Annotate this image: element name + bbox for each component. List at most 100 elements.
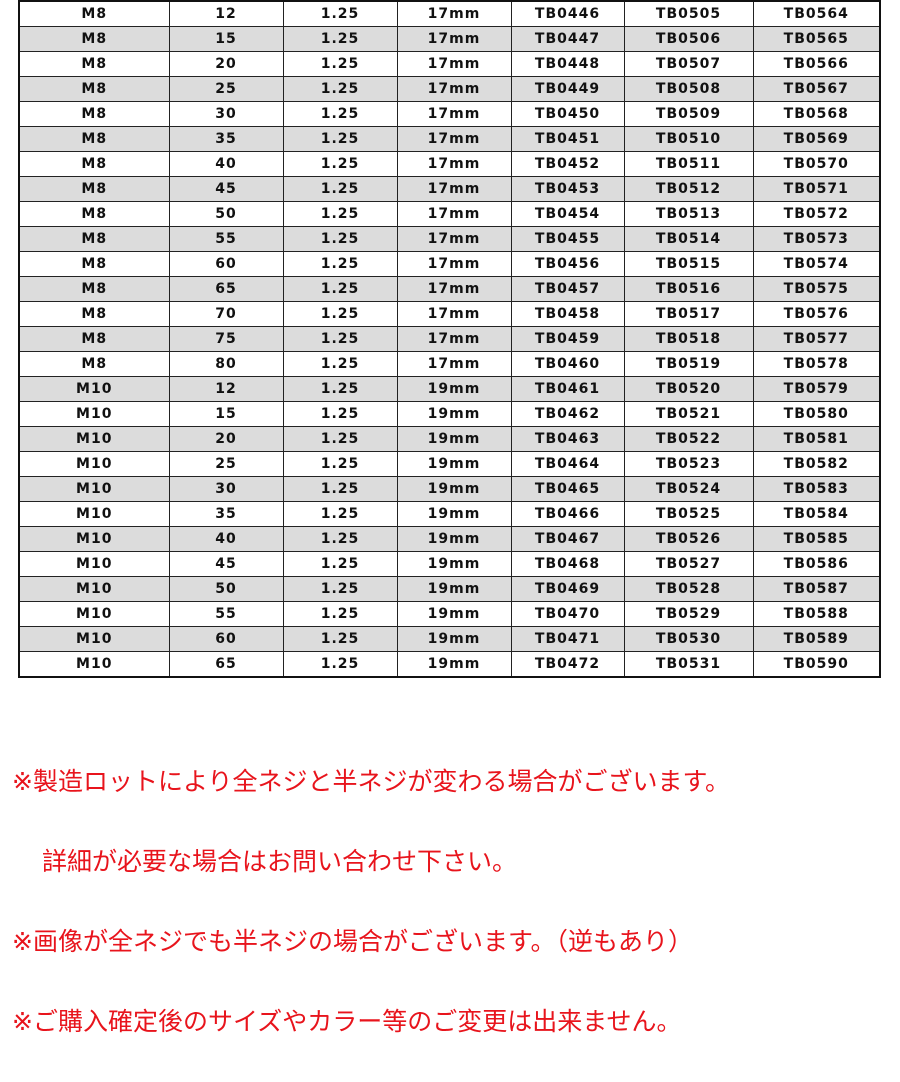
table-cell: M8 [18,176,170,202]
table-cell: TB0577 [752,326,881,352]
table-cell: M10 [18,451,170,477]
table-cell: 19mm [396,476,512,502]
table-cell: TB0575 [752,276,881,302]
table-cell: TB0569 [752,126,881,152]
table-cell: 17mm [396,76,512,102]
table-cell: TB0451 [510,126,625,152]
table-cell: TB0459 [510,326,625,352]
table-row: M10 40 1.25 19mm TB0467 TB0526 TB0585 [18,526,881,552]
table-cell: TB0511 [623,151,754,177]
table-cell: 17mm [396,276,512,302]
table-cell: TB0509 [623,101,754,127]
table-cell: TB0466 [510,501,625,527]
table-cell: 1.25 [282,451,398,477]
table-cell: 19mm [396,426,512,452]
table-cell: TB0585 [752,526,881,552]
table-cell: TB0584 [752,501,881,527]
table-cell: TB0513 [623,201,754,227]
table-cell: TB0524 [623,476,754,502]
table-cell: TB0528 [623,576,754,602]
table-cell: M8 [18,51,170,77]
table-cell: TB0529 [623,601,754,627]
table-cell: TB0586 [752,551,881,577]
table-cell: TB0514 [623,226,754,252]
table-cell: M8 [18,26,170,52]
table-cell: 19mm [396,526,512,552]
table-cell: TB0573 [752,226,881,252]
table-cell: M10 [18,376,170,402]
table-cell: M10 [18,476,170,502]
table-cell: 1.25 [282,626,398,652]
table-cell: 17mm [396,51,512,77]
table-cell: 20 [168,426,284,452]
table-cell: TB0564 [752,0,881,27]
table-cell: 80 [168,351,284,377]
table-cell: M8 [18,226,170,252]
note-no-change: ※ご購入確定後のサイズやカラー等のご変更は出来ません。 [12,1007,682,1036]
table-cell: 1.25 [282,51,398,77]
table-cell: TB0530 [623,626,754,652]
table-row: M10 15 1.25 19mm TB0462 TB0521 TB0580 [18,401,881,427]
table-cell: 1.25 [282,376,398,402]
table-cell: TB0472 [510,651,625,678]
table-cell: TB0471 [510,626,625,652]
table-cell: TB0463 [510,426,625,452]
table-cell: TB0572 [752,201,881,227]
table-cell: M8 [18,101,170,127]
table-cell: M10 [18,526,170,552]
size-table: M8 12 1.25 17mm TB0446 TB0505 TB0564 M8 15 1.25 17… [18,0,881,678]
table-cell: M10 [18,501,170,527]
table-cell: 19mm [396,451,512,477]
table-cell: 1.25 [282,426,398,452]
table-cell: 19mm [396,401,512,427]
table-cell: TB0522 [623,426,754,452]
table-cell: 17mm [396,0,512,27]
table-cell: TB0578 [752,351,881,377]
table-cell: 1.25 [282,101,398,127]
table-cell: TB0566 [752,51,881,77]
table-cell: 19mm [396,376,512,402]
table-cell: 19mm [396,651,512,678]
table-cell: TB0583 [752,476,881,502]
table-cell: 1.25 [282,301,398,327]
table-cell: 1.25 [282,476,398,502]
table-cell: 60 [168,251,284,277]
table-cell: TB0570 [752,151,881,177]
table-row: M10 25 1.25 19mm TB0464 TB0523 TB0582 [18,451,881,477]
table-cell: 1.25 [282,601,398,627]
table-cell: 19mm [396,576,512,602]
table-cell: TB0520 [623,376,754,402]
table-cell: TB0568 [752,101,881,127]
table-cell: TB0581 [752,426,881,452]
table-row: M10 35 1.25 19mm TB0466 TB0525 TB0584 [18,501,881,527]
table-cell: 1.25 [282,401,398,427]
table-cell: M10 [18,401,170,427]
table-row: M10 12 1.25 19mm TB0461 TB0520 TB0579 [18,376,881,402]
table-cell: 17mm [396,251,512,277]
notes: ※製造ロットにより全ネジと半ネジが変わる場合がございます。 詳細が必要な場合はお… [12,722,730,1082]
table-cell: TB0580 [752,401,881,427]
table-cell: TB0456 [510,251,625,277]
note-lot: ※製造ロットにより全ネジと半ネジが変わる場合がございます。 [12,767,730,796]
table-cell: M8 [18,126,170,152]
table-row: M10 60 1.25 19mm TB0471 TB0530 TB0589 [18,626,881,652]
table-cell: TB0521 [623,401,754,427]
table-cell: 70 [168,301,284,327]
table-cell: TB0467 [510,526,625,552]
table-cell: M8 [18,151,170,177]
table-row: M10 20 1.25 19mm TB0463 TB0522 TB0581 [18,426,881,452]
table-row: M8 65 1.25 17mm TB0457 TB0516 TB0575 [18,276,881,302]
table-cell: 55 [168,601,284,627]
table-cell: 17mm [396,26,512,52]
table-cell: 65 [168,651,284,678]
table-row: M8 12 1.25 17mm TB0446 TB0505 TB0564 [18,0,881,27]
table-cell: 65 [168,276,284,302]
table-cell: TB0531 [623,651,754,678]
table-cell: M10 [18,426,170,452]
table-cell: TB0590 [752,651,881,678]
table-cell: TB0525 [623,501,754,527]
table-cell: TB0506 [623,26,754,52]
table-cell: 17mm [396,176,512,202]
table-cell: TB0507 [623,51,754,77]
table-row: M8 25 1.25 17mm TB0449 TB0508 TB0567 [18,76,881,102]
